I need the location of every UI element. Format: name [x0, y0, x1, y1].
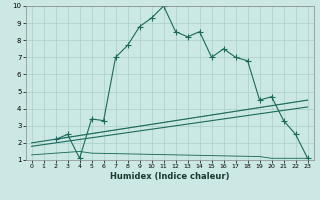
- X-axis label: Humidex (Indice chaleur): Humidex (Indice chaleur): [110, 172, 229, 181]
